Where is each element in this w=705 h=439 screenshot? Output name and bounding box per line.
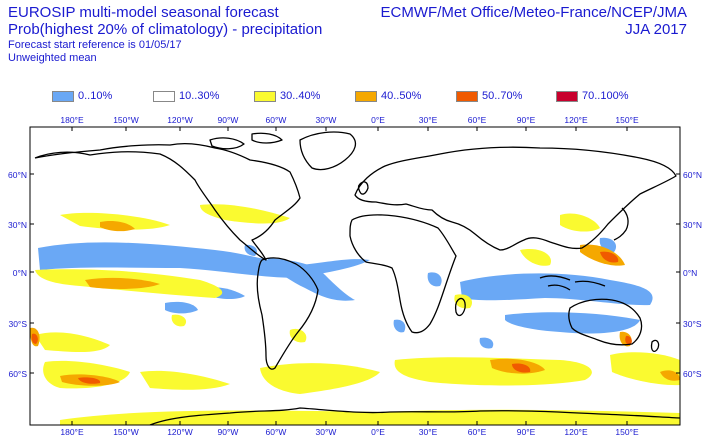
legend-item: 70..100%	[556, 89, 628, 103]
coastlines	[34, 131, 680, 425]
map-frame	[29, 126, 681, 426]
lon-label: 30°E	[419, 115, 438, 125]
legend-label: 50..70%	[482, 90, 523, 102]
uk-coast	[357, 181, 369, 195]
lon-label: 60°E	[468, 427, 487, 437]
probability-shading	[30, 204, 680, 425]
axis-ticks	[30, 127, 680, 425]
map-subtitle: Prob(highest 20% of climatology) - preci…	[8, 21, 323, 38]
legend-label: 30..40%	[280, 90, 321, 102]
lon-label: 180°E	[60, 115, 84, 125]
lon-label: 120°E	[564, 115, 588, 125]
legend-swatch	[254, 90, 276, 102]
lon-label: 120°W	[167, 427, 193, 437]
lat-label: 60°S	[683, 369, 702, 379]
season-label: JJA 2017	[625, 21, 687, 38]
lon-label: 150°E	[615, 427, 639, 437]
legend-swatch	[456, 90, 478, 102]
australia-coast	[568, 298, 643, 346]
lon-label: 0°E	[371, 427, 385, 437]
lon-label: 90°E	[517, 115, 536, 125]
lat-label: 0°N	[683, 268, 697, 278]
centres-label: ECMWF/Met Office/Meteo-France/NCEP/JMA	[380, 4, 687, 21]
lon-label: 150°W	[113, 115, 139, 125]
legend-label: 40..50%	[381, 90, 422, 102]
antarctica-coast	[149, 407, 680, 425]
legend-label: 10..30%	[179, 90, 220, 102]
new-zealand-coast	[650, 339, 660, 352]
lon-label: 0°E	[371, 115, 385, 125]
high-probability-areas	[31, 251, 632, 384]
latitude-labels-right: 60°N 30°N 0°N 30°S 60°S	[683, 170, 702, 379]
lat-label: 30°S	[8, 319, 27, 329]
weighting-note: Unweighted mean	[8, 52, 97, 64]
low-probability-areas	[38, 237, 653, 349]
lon-label: 90°W	[218, 115, 239, 125]
lon-label: 60°W	[266, 427, 287, 437]
legend-swatch	[556, 90, 578, 102]
lon-label: 90°E	[517, 427, 536, 437]
lon-label: 120°E	[564, 427, 588, 437]
lon-label: 180°E	[60, 427, 84, 437]
legend-item: 50..70%	[456, 89, 522, 103]
lat-label: 30°N	[683, 220, 702, 230]
greenland-coast	[299, 131, 357, 171]
map-title: EUROSIP multi-model seasonal forecast	[8, 4, 279, 21]
south-america-coast	[256, 257, 319, 370]
africa-coast	[349, 214, 457, 334]
indonesia-coast	[539, 275, 606, 291]
legend-label: 0..10%	[78, 90, 113, 102]
lon-label: 120°W	[167, 115, 193, 125]
lon-label: 30°W	[316, 427, 337, 437]
madagascar-coast	[454, 297, 466, 317]
legend-item: 40..50%	[355, 89, 421, 103]
legend-swatch	[52, 90, 74, 102]
lon-label: 60°E	[468, 115, 487, 125]
lat-label: 60°N	[683, 170, 702, 180]
lon-label: 60°W	[266, 115, 287, 125]
longitude-labels-top: 180°E 150°W 120°W 90°W 60°W 30°W 0°E 30°…	[60, 115, 639, 125]
legend-swatch	[355, 90, 377, 102]
longitude-labels-bottom: 180°E 150°W 120°W 90°W 60°W 30°W 0°E 30°…	[60, 427, 639, 437]
north-america-coast	[34, 142, 301, 261]
legend-item: 0..10%	[52, 89, 112, 103]
lat-label: 0°N	[13, 268, 27, 278]
lon-label: 30°W	[316, 115, 337, 125]
latitude-labels-left: 60°N 30°N 0°N 30°S 60°S	[8, 170, 27, 379]
lat-label: 60°N	[8, 170, 27, 180]
forecast-reference: Forecast start reference is 01/05/17	[8, 39, 182, 51]
eurasia-coast	[354, 146, 677, 251]
legend-item: 30..40%	[254, 89, 320, 103]
legend-label: 70..100%	[582, 90, 629, 102]
lat-label: 30°S	[683, 319, 702, 329]
legend-swatch	[153, 90, 175, 102]
title-block: EUROSIP multi-model seasonal forecast Pr…	[8, 4, 322, 65]
japan-coast	[613, 207, 629, 241]
legend-item: 10..30%	[153, 89, 219, 103]
world-map: 180°E 150°W 120°W 90°W 60°W 30°W 0°E 30°…	[8, 115, 702, 437]
lon-label: 150°E	[615, 115, 639, 125]
legend: 0..10% 10..30% 30..40% 40..50% 50..70% 7…	[0, 89, 705, 105]
lat-label: 30°N	[8, 220, 27, 230]
lon-label: 90°W	[218, 427, 239, 437]
arctic-islands-coast	[209, 132, 283, 150]
right-header: ECMWF/Met Office/Meteo-France/NCEP/JMA J…	[381, 4, 687, 39]
lon-label: 150°W	[113, 427, 139, 437]
lat-label: 60°S	[8, 369, 27, 379]
lon-label: 30°E	[419, 427, 438, 437]
